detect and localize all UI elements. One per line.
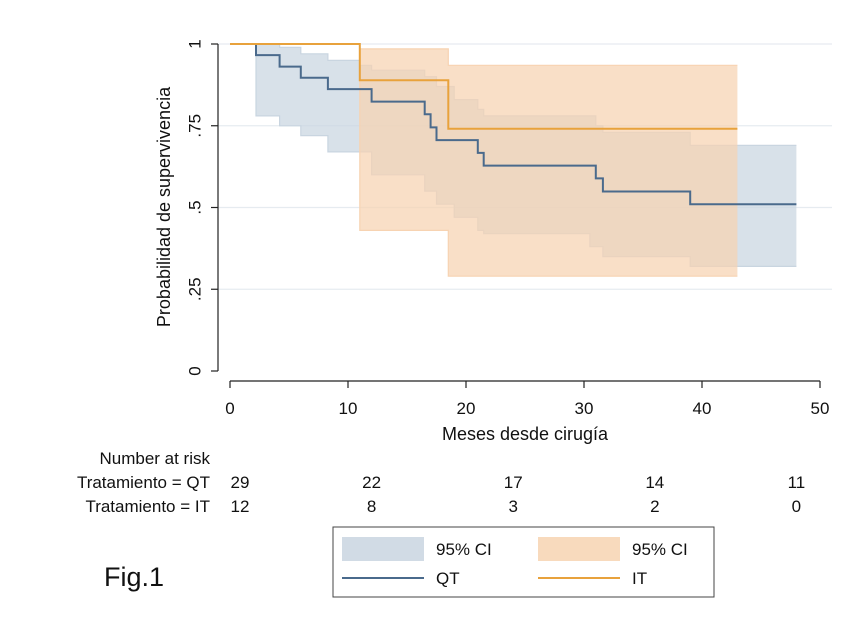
risk-value-1-0: 12 — [231, 497, 250, 516]
risk-table-header: Number at risk — [99, 449, 210, 468]
x-tick-label-0: 0 — [225, 399, 234, 418]
legend-swatch-band-it — [538, 537, 620, 561]
y-tick-label-2: .5 — [185, 200, 204, 214]
risk-value-0-2: 17 — [504, 473, 523, 492]
risk-value-0-1: 22 — [362, 473, 381, 492]
legend-label-ci-qt: 95% CI — [436, 540, 492, 559]
risk-table: Number at risk Tratamiento = QT 29 22 17 14 11… — [77, 449, 805, 516]
legend-label-qt: QT — [436, 569, 460, 588]
legend-label-ci-it: 95% CI — [632, 540, 688, 559]
risk-value-1-3: 2 — [650, 497, 659, 516]
survival-line-it — [230, 43, 738, 130]
legend: 95% CI 95% CI QT IT — [332, 526, 715, 598]
risk-value-1-4: 0 — [792, 497, 801, 516]
x-axis-label: Meses desde cirugía — [442, 424, 609, 444]
x-tick-label-3: 30 — [575, 399, 594, 418]
x-tick-label-5: 50 — [811, 399, 830, 418]
risk-row-label-1: Tratamiento = IT — [85, 497, 210, 516]
y-tick-label-0: 0 — [185, 366, 204, 375]
y-tick-label-3: .75 — [185, 114, 204, 138]
legend-label-it: IT — [632, 569, 647, 588]
survival-line-qt — [230, 43, 797, 206]
legend-swatch-band-qt — [342, 537, 424, 561]
risk-value-1-1: 8 — [367, 497, 376, 516]
risk-row-label-0: Tratamiento = QT — [77, 473, 210, 492]
x-tick-label-4: 40 — [693, 399, 712, 418]
survival-lines — [230, 43, 797, 206]
y-tick-label-1: .25 — [185, 277, 204, 301]
risk-value-1-2: 3 — [508, 497, 517, 516]
y-axis-label: Probabilidad de supervivencia — [154, 86, 174, 327]
y-tick-label-4: 1 — [185, 39, 204, 48]
x-tick-label-2: 20 — [457, 399, 476, 418]
risk-value-0-0: 29 — [231, 473, 250, 492]
figure-label: Fig.1 — [104, 562, 165, 592]
risk-value-0-3: 14 — [645, 473, 664, 492]
x-tick-label-1: 10 — [339, 399, 358, 418]
risk-value-0-4: 11 — [788, 473, 806, 492]
